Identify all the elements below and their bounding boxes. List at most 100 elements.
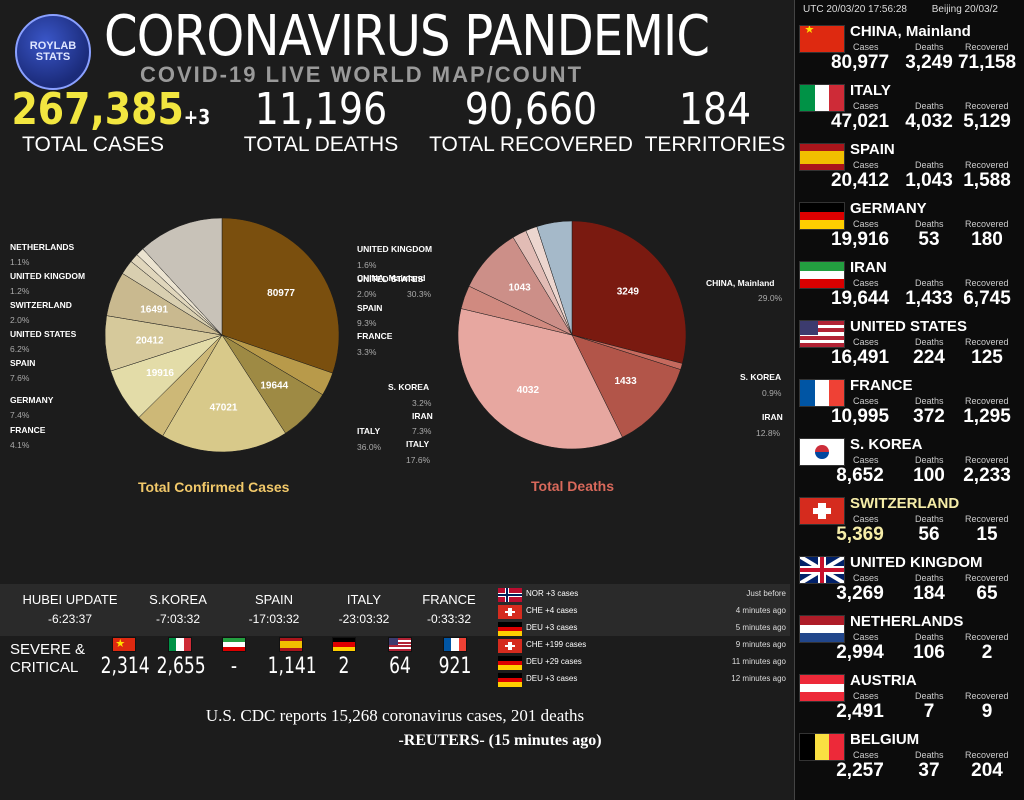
- deaths-pct-skorea: 0.9%: [762, 388, 782, 398]
- country-recovered: 15: [976, 524, 998, 545]
- cases-slice-china-mainland[interactable]: [221, 217, 340, 374]
- recovered-col-label: Recovered: [965, 573, 1009, 583]
- cases-pct-netherlands: 1.1%: [10, 257, 30, 267]
- deaths-data-label: 4032: [517, 385, 540, 396]
- cases-label-spain: SPAIN: [10, 358, 36, 368]
- deaths-slice-iran[interactable]: [571, 334, 681, 438]
- recovered-col-label: Recovered: [965, 691, 1009, 701]
- country-recovered: 6,745: [963, 288, 1011, 309]
- cases-slice-italy[interactable]: [162, 334, 286, 453]
- deaths-pct-iran: 12.8%: [756, 428, 781, 438]
- country-row-netherlands[interactable]: NETHERLANDS Cases Deaths Recovered 2,994 106 2: [795, 609, 1024, 668]
- deaths-slice-italy[interactable]: [457, 308, 623, 450]
- recovered-col-label: Recovered: [965, 278, 1009, 288]
- cases-label-uk: UNITED KINGDOM: [10, 271, 86, 281]
- stat-total-cases: 267,385+3 TOTAL CASES: [8, 84, 210, 157]
- deaths-data-label: 1043: [508, 283, 531, 294]
- feed-item-text: NOR +3 cases: [526, 589, 579, 598]
- recovered-col-label: Recovered: [965, 219, 1009, 229]
- news-headline[interactable]: U.S. CDC reports 15,268 coronavirus case…: [205, 706, 585, 725]
- country-row-china-mainland[interactable]: ★ CHINA, Mainland Cases Deaths Recovered 80,9…: [795, 19, 1024, 78]
- country-cases: 5,369: [836, 524, 884, 545]
- country-name: FRANCE: [850, 377, 913, 394]
- critical-value-france: 921: [438, 654, 472, 679]
- germany-flag-icon: [498, 656, 522, 670]
- feed-item-text: DEU +3 cases: [526, 674, 578, 683]
- severe-critical-label: SEVERE & CRITICAL: [10, 641, 86, 676]
- critical-value-china: 2,314: [100, 654, 150, 679]
- cases-pct-france: 4.1%: [10, 440, 30, 450]
- territories-value: 184: [678, 84, 752, 135]
- deaths-col-label: Deaths: [915, 278, 944, 288]
- critical-value-germany: 2: [338, 654, 350, 679]
- country-row-s-korea[interactable]: S. KOREA Cases Deaths Recovered 8,652 100 2,23…: [795, 432, 1024, 491]
- feed-item[interactable]: NOR +3 cases Just before: [498, 587, 790, 603]
- country-deaths: 56: [918, 524, 940, 545]
- deaths-pct-spain: 9.3%: [357, 318, 377, 328]
- country-row-belgium[interactable]: BELGIUM Cases Deaths Recovered 2,257 37 204: [795, 727, 1024, 786]
- country-row-united-kingdom[interactable]: UNITED KINGDOM Cases Deaths Recovered 3,269 1…: [795, 550, 1024, 609]
- feed-item[interactable]: DEU +29 cases 11 minutes ago: [498, 655, 790, 671]
- cases-data-label: 19644: [260, 380, 288, 391]
- critical-value-usa: 64: [389, 654, 411, 679]
- time-header: UTC 20/03/20 17:56:28 Beijing 20/03/2: [795, 4, 1024, 15]
- country-cases: 47,021: [830, 111, 890, 132]
- cases-col-label: Cases: [853, 160, 879, 170]
- country-recovered: 2,233: [963, 465, 1011, 486]
- country-deaths: 37: [918, 760, 940, 781]
- deaths-slice-other[interactable]: [536, 220, 573, 336]
- country-row-switzerland[interactable]: SWITZERLAND Cases Deaths Recovered 5,369 56 15: [795, 491, 1024, 550]
- country-name: NETHERLANDS: [850, 613, 964, 630]
- cases-label-china: CHINA, Mainland: [357, 273, 426, 283]
- spain-flag-icon: [279, 637, 303, 652]
- recovered-col-label: Recovered: [965, 42, 1009, 52]
- deaths-col-label: Deaths: [915, 632, 944, 642]
- update-label-hubei: HUBEI UPDATE: [22, 592, 118, 607]
- country-cases: 10,995: [830, 406, 890, 427]
- country-deaths: 372: [913, 406, 945, 427]
- netherlands-flag-icon: [799, 615, 845, 643]
- italy-flag-icon: [799, 84, 845, 112]
- country-row-iran[interactable]: IRAN Cases Deaths Recovered 19,644 1,433 6,745: [795, 255, 1024, 314]
- deaths-col-label: Deaths: [915, 42, 944, 52]
- switzerland-flag-icon: [498, 639, 522, 653]
- deaths-label-iran: IRAN: [762, 412, 783, 422]
- feed-item[interactable]: CHE +199 cases 9 minutes ago: [498, 638, 790, 654]
- feed-item[interactable]: DEU +3 cases 12 minutes ago: [498, 672, 790, 688]
- country-row-italy[interactable]: ITALY Cases Deaths Recovered 47,021 4,032 5,12…: [795, 78, 1024, 137]
- germany-flag-icon: [332, 637, 356, 652]
- update-value-hubei: -6:23:37: [47, 612, 93, 626]
- recovered-col-label: Recovered: [965, 632, 1009, 642]
- country-name: ITALY: [850, 82, 891, 99]
- country-name: SWITZERLAND: [850, 495, 960, 512]
- cases-col-label: Cases: [853, 455, 879, 465]
- total-cases-value: 267,385: [11, 84, 184, 135]
- country-row-united-states[interactable]: UNITED STATES Cases Deaths Recovered 16,491 2…: [795, 314, 1024, 373]
- recovered-col-label: Recovered: [965, 396, 1009, 406]
- country-row-austria[interactable]: AUSTRIA Cases Deaths Recovered 2,491 7 9: [795, 668, 1024, 727]
- spain-flag-icon: [799, 143, 845, 171]
- switzerland-flag-icon: [498, 605, 522, 619]
- cases-data-label: 19916: [146, 368, 174, 379]
- country-row-france[interactable]: FRANCE Cases Deaths Recovered 10,995 372 1,295: [795, 373, 1024, 432]
- deaths-label-china: CHINA, Mainland: [706, 278, 775, 288]
- country-deaths: 7: [923, 701, 935, 722]
- country-row-spain[interactable]: SPAIN Cases Deaths Recovered 20,412 1,043 1,58…: [795, 137, 1024, 196]
- country-row-germany[interactable]: GERMANY Cases Deaths Recovered 19,916 53 180: [795, 196, 1024, 255]
- country-name: SPAIN: [850, 141, 895, 158]
- roylab-logo[interactable]: ROYLAB STATS: [15, 14, 91, 90]
- cases-pct-switzerland: 2.0%: [10, 315, 30, 325]
- country-recovered: 1,588: [963, 170, 1011, 191]
- country-cases: 3,269: [836, 583, 884, 604]
- austria-flag-icon: [799, 674, 845, 702]
- beijing-time: Beijing 20/03/2: [931, 4, 998, 15]
- cases-slice-other[interactable]: [142, 217, 223, 336]
- deaths-slice-china-mainland[interactable]: [571, 220, 687, 364]
- country-name: GERMANY: [850, 200, 927, 217]
- feed-item[interactable]: DEU +3 cases 5 minutes ago: [498, 621, 790, 637]
- feed-item[interactable]: CHE +4 cases 4 minutes ago: [498, 604, 790, 620]
- cases-col-label: Cases: [853, 337, 879, 347]
- country-recovered: 5,129: [963, 111, 1011, 132]
- deaths-col-label: Deaths: [915, 514, 944, 524]
